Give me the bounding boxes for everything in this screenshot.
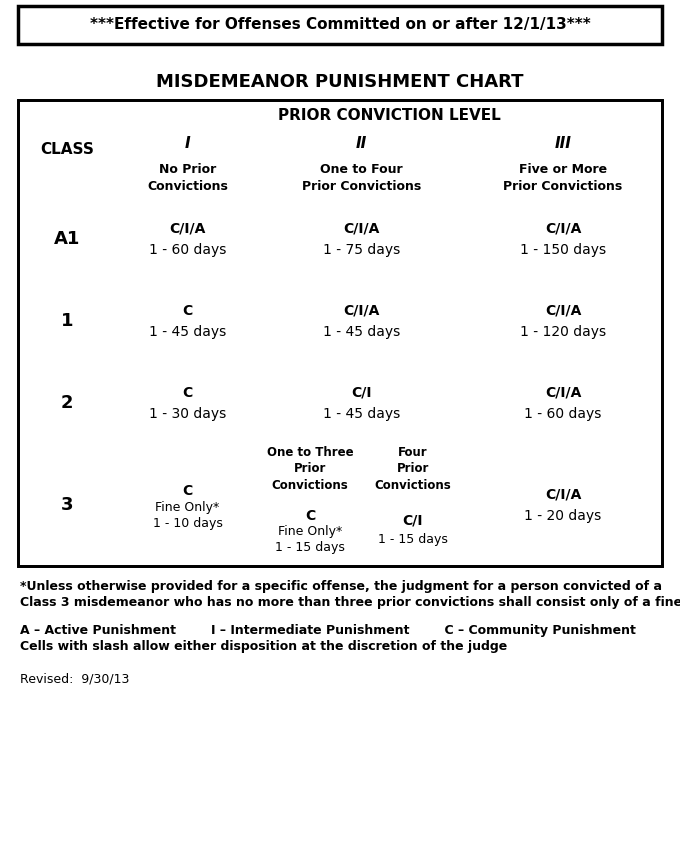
- Text: One to Four
Prior Convictions: One to Four Prior Convictions: [302, 163, 421, 193]
- Bar: [18, 362, 116, 444]
- Bar: [464, 362, 662, 444]
- Text: *Unless otherwise provided for a specific offense, the judgment for a person con: *Unless otherwise provided for a specifi…: [20, 580, 662, 593]
- Text: One to Three
Prior
Convictions: One to Three Prior Convictions: [267, 446, 354, 492]
- Bar: [362, 444, 464, 494]
- Text: A – Active Punishment        I – Intermediate Punishment        C – Community Pu: A – Active Punishment I – Intermediate P…: [20, 624, 636, 637]
- Text: Fine Only*: Fine Only*: [155, 502, 220, 515]
- Bar: [116, 100, 662, 130]
- Bar: [116, 158, 259, 198]
- Text: PRIOR CONVICTION LEVEL: PRIOR CONVICTION LEVEL: [277, 108, 500, 122]
- Text: 1 - 150 days: 1 - 150 days: [520, 243, 606, 257]
- Text: 1: 1: [61, 312, 73, 330]
- Text: Fine Only*: Fine Only*: [278, 525, 342, 538]
- Text: C/I/A: C/I/A: [545, 222, 581, 236]
- Bar: [259, 280, 464, 362]
- Text: C/I/A: C/I/A: [545, 488, 581, 502]
- Bar: [18, 100, 662, 566]
- Bar: [18, 100, 662, 566]
- Text: 1 - 60 days: 1 - 60 days: [149, 243, 226, 257]
- Text: MISDEMEANOR PUNISHMENT CHART: MISDEMEANOR PUNISHMENT CHART: [156, 73, 524, 91]
- Text: C: C: [305, 509, 316, 523]
- Bar: [464, 130, 662, 158]
- Bar: [18, 198, 116, 280]
- Text: CLASS: CLASS: [40, 141, 94, 156]
- Text: Four
Prior
Convictions: Four Prior Convictions: [375, 446, 451, 492]
- Bar: [18, 6, 662, 44]
- Bar: [464, 280, 662, 362]
- Bar: [18, 100, 116, 198]
- Text: C: C: [182, 484, 192, 498]
- Text: 1 - 10 days: 1 - 10 days: [152, 517, 222, 530]
- Text: C/I/A: C/I/A: [343, 304, 379, 318]
- Text: 1 - 75 days: 1 - 75 days: [323, 243, 400, 257]
- Text: 2: 2: [61, 394, 73, 412]
- Text: 1 - 45 days: 1 - 45 days: [323, 407, 400, 421]
- Bar: [116, 280, 259, 362]
- Text: C/I/A: C/I/A: [545, 304, 581, 318]
- Bar: [116, 362, 259, 444]
- Bar: [259, 494, 362, 566]
- Bar: [464, 158, 662, 198]
- Bar: [259, 362, 464, 444]
- Text: Cells with slash allow either disposition at the discretion of the judge: Cells with slash allow either dispositio…: [20, 640, 507, 653]
- Bar: [259, 198, 464, 280]
- Text: C/I: C/I: [352, 386, 372, 400]
- Text: ***Effective for Offenses Committed on or after 12/1/13***: ***Effective for Offenses Committed on o…: [90, 17, 590, 32]
- Text: II: II: [356, 136, 367, 152]
- Bar: [259, 130, 464, 158]
- Bar: [259, 444, 362, 494]
- Text: C: C: [182, 304, 192, 318]
- Bar: [116, 130, 259, 158]
- Text: 1 - 20 days: 1 - 20 days: [524, 509, 602, 523]
- Text: C/I/A: C/I/A: [169, 222, 205, 236]
- Text: 1 - 45 days: 1 - 45 days: [323, 325, 400, 339]
- Text: A1: A1: [54, 230, 80, 248]
- Text: C/I/A: C/I/A: [545, 386, 581, 400]
- Text: 1 - 30 days: 1 - 30 days: [149, 407, 226, 421]
- Bar: [18, 280, 116, 362]
- Text: No Prior
Convictions: No Prior Convictions: [147, 163, 228, 193]
- Text: 1 - 15 days: 1 - 15 days: [275, 542, 345, 555]
- Bar: [18, 444, 116, 566]
- Bar: [464, 198, 662, 280]
- Text: 1 - 45 days: 1 - 45 days: [149, 325, 226, 339]
- Text: C/I: C/I: [403, 513, 423, 527]
- Text: III: III: [555, 136, 571, 152]
- Text: 1 - 120 days: 1 - 120 days: [520, 325, 606, 339]
- Text: 1 - 60 days: 1 - 60 days: [524, 407, 602, 421]
- Bar: [259, 158, 464, 198]
- Text: 3: 3: [61, 496, 73, 514]
- Bar: [116, 198, 259, 280]
- Text: Revised:  9/30/13: Revised: 9/30/13: [20, 672, 129, 685]
- Bar: [464, 444, 662, 566]
- Text: C: C: [182, 386, 192, 400]
- Text: C/I/A: C/I/A: [343, 222, 379, 236]
- Text: Class 3 misdemeanor who has no more than three prior convictions shall consist o: Class 3 misdemeanor who has no more than…: [20, 596, 680, 609]
- Bar: [116, 444, 259, 566]
- Text: I: I: [185, 136, 190, 152]
- Text: Five or More
Prior Convictions: Five or More Prior Convictions: [503, 163, 623, 193]
- Bar: [362, 494, 464, 566]
- Text: 1 - 15 days: 1 - 15 days: [378, 534, 447, 547]
